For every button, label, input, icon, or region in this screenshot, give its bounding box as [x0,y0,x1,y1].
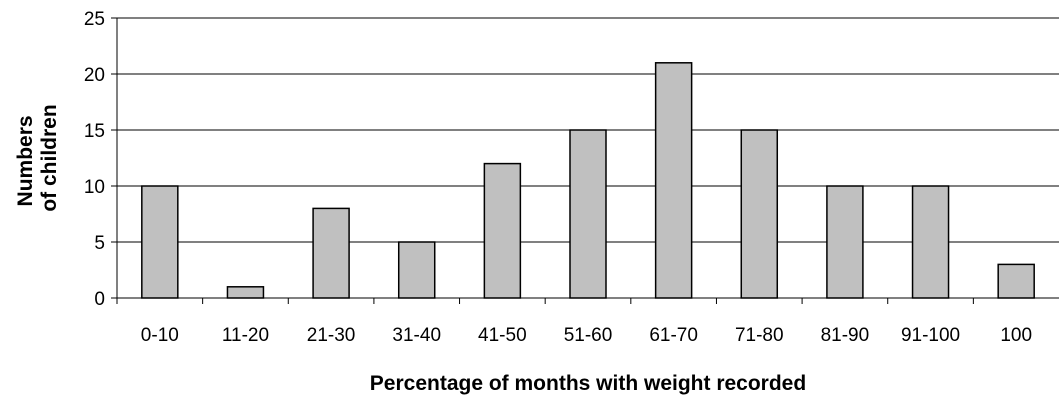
y-axis-title-line-2: of children [38,104,61,211]
x-tick-labels: 0-10 11-20 21-30 31-40 41-50 51-60 61-70 71-80 8… [116,298,1032,346]
x-tick-label: 0-10 [141,325,179,346]
bar-51-60 [569,129,607,299]
x-tick-label: 71-80 [735,325,784,346]
bar-41-50 [483,162,522,299]
axes [116,18,1059,299]
x-tick-label: 11-20 [222,325,269,346]
x-tick-label: 21-30 [307,325,356,346]
y-tick-labels: 0 5 10 15 20 25 [84,9,117,310]
bar-61-70 [654,62,693,299]
bar-0-10 [141,185,179,299]
x-tick-label: 51-60 [564,325,613,346]
x-tick-label: 100 [1000,325,1032,346]
y-axis-title-line-1: Numbers [14,115,37,206]
y-tick-label: 10 [84,177,105,198]
x-tick-label: 41-50 [478,325,527,346]
y-tick-label: 0 [94,289,105,310]
y-tick-label: 5 [94,233,105,254]
x-tick-label: 81-90 [821,325,870,346]
x-tick-label: 91-100 [901,325,960,346]
bar-31-40 [397,241,436,299]
y-tick-label: 20 [84,65,105,86]
y-tick-label: 25 [84,9,105,30]
bar-71-80 [740,129,779,299]
bar-100 [997,263,1035,299]
bar-21-30 [312,207,350,299]
y-tick-label: 15 [84,121,105,142]
bar-81-90 [826,185,864,299]
x-axis-title: Percentage of months with weight recorde… [370,372,806,395]
x-tick-label: 61-70 [649,325,698,346]
x-tick-label: 31-40 [392,325,441,346]
y-axis-title: Numbers of children [14,104,61,211]
bar-11-20 [226,286,265,299]
bar-91-100 [911,185,950,299]
bars [141,62,1035,299]
